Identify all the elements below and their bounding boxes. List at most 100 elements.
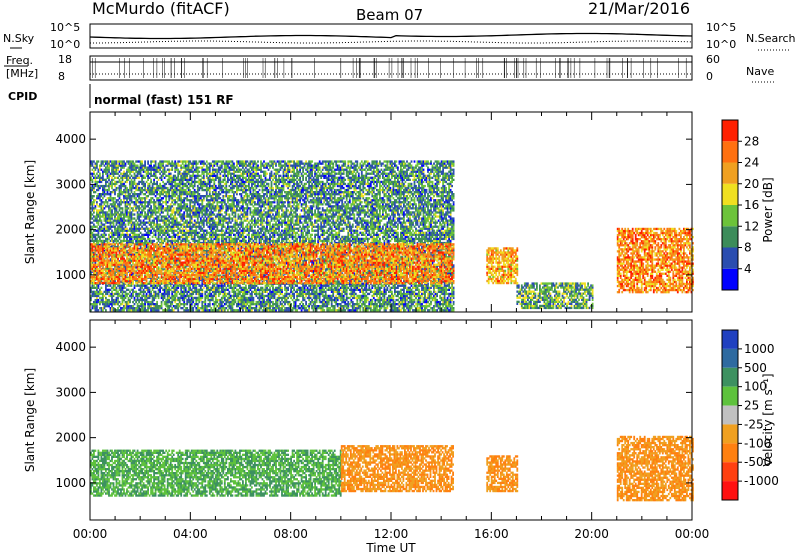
data-cell xyxy=(93,187,95,189)
data-cell xyxy=(93,201,95,203)
data-cell xyxy=(99,217,101,219)
data-cell xyxy=(164,195,166,197)
data-cell xyxy=(123,222,125,224)
data-cell xyxy=(131,238,133,240)
data-cell xyxy=(143,181,145,183)
data-cell xyxy=(126,173,128,175)
data-cell xyxy=(104,203,106,205)
data-cell xyxy=(108,171,110,173)
data-cell xyxy=(92,179,94,181)
data-cell xyxy=(131,285,133,287)
data-cell xyxy=(102,309,104,311)
data-cell xyxy=(150,207,152,209)
data-cell xyxy=(104,165,106,167)
data-cell xyxy=(111,291,113,293)
data-cell xyxy=(125,165,127,167)
data-cell xyxy=(164,285,166,287)
data-cell xyxy=(120,199,122,201)
data-cell xyxy=(144,230,146,232)
data-cell xyxy=(164,291,166,293)
data-cell xyxy=(143,236,145,238)
data-cell xyxy=(117,199,119,201)
data-cell xyxy=(113,236,115,238)
data-cell xyxy=(105,211,107,213)
data-cell xyxy=(96,165,98,167)
data-cell xyxy=(167,285,169,287)
data-cell xyxy=(141,213,143,215)
data-cell xyxy=(153,179,155,181)
data-cell xyxy=(164,207,166,209)
data-cell xyxy=(158,240,160,242)
data-cell xyxy=(111,209,113,211)
data-cell xyxy=(123,299,125,301)
data-cell xyxy=(129,193,131,195)
data-cell xyxy=(152,289,154,291)
data-cell xyxy=(107,293,109,295)
data-cell xyxy=(96,201,98,203)
data-cell xyxy=(135,226,137,228)
data-cell xyxy=(147,179,149,181)
data-cell xyxy=(107,211,109,213)
data-cell xyxy=(111,305,113,307)
data-cell xyxy=(150,305,152,307)
data-cell xyxy=(149,228,151,230)
data-cell xyxy=(93,160,95,162)
data-cell xyxy=(116,224,118,226)
data-cell xyxy=(119,293,121,295)
data-cell xyxy=(164,183,166,185)
data-cell xyxy=(146,181,148,183)
data-cell xyxy=(95,236,97,238)
data-cell xyxy=(116,209,118,211)
data-cell xyxy=(122,209,124,211)
data-cell xyxy=(131,189,133,191)
data-cell xyxy=(105,287,107,289)
data-cell xyxy=(161,209,163,211)
data-cell xyxy=(96,289,98,291)
nave-tick-high: 60 xyxy=(706,53,720,66)
data-cell xyxy=(164,215,166,217)
data-cell xyxy=(95,191,97,193)
data-cell xyxy=(114,226,116,228)
data-cell xyxy=(135,291,137,293)
data-cell xyxy=(122,207,124,209)
data-cell xyxy=(164,187,166,189)
data-cell xyxy=(123,167,125,169)
data-cell xyxy=(119,238,121,240)
data-cell xyxy=(105,201,107,203)
data-cell xyxy=(92,175,94,177)
data-cell xyxy=(141,240,143,242)
data-cell xyxy=(101,199,103,201)
data-cell xyxy=(134,303,136,305)
data-cell xyxy=(162,211,164,213)
data-cell xyxy=(113,179,115,181)
data-cell xyxy=(138,295,140,297)
data-cell xyxy=(161,303,163,305)
data-cell xyxy=(116,163,118,165)
data-cell xyxy=(111,217,113,219)
data-cell xyxy=(164,209,166,211)
data-cell xyxy=(164,295,166,297)
data-cell xyxy=(150,293,152,295)
data-cell xyxy=(128,303,130,305)
data-cell xyxy=(147,195,149,197)
data-cell xyxy=(134,203,136,205)
data-cell xyxy=(98,295,100,297)
data-cell xyxy=(161,177,163,179)
data-cell xyxy=(155,175,157,177)
data-cell xyxy=(167,201,169,203)
data-cell xyxy=(134,179,136,181)
data-cell xyxy=(95,207,97,209)
data-cell xyxy=(144,305,146,307)
data-cell xyxy=(152,236,154,238)
data-cell xyxy=(150,163,152,165)
data-cell xyxy=(105,160,107,162)
data-cell xyxy=(105,183,107,185)
data-cell xyxy=(101,222,103,224)
data-cell xyxy=(146,197,148,199)
data-cell xyxy=(128,175,130,177)
data-cell xyxy=(105,213,107,215)
data-cell xyxy=(105,238,107,240)
data-cell xyxy=(161,203,163,205)
data-cell xyxy=(125,297,127,299)
data-cell xyxy=(105,291,107,293)
